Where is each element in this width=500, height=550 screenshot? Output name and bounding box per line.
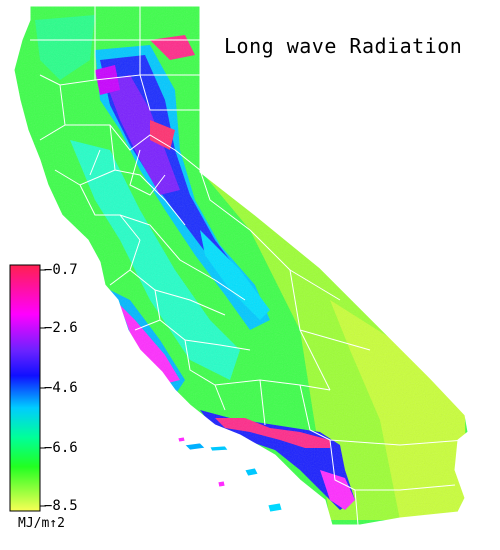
channel-islands bbox=[177, 436, 283, 513]
legend-colorbar bbox=[9, 264, 41, 512]
map-title: Long wave Radiation bbox=[224, 34, 463, 58]
legend-ticks bbox=[40, 269, 46, 507]
county-boundaries bbox=[13, 5, 469, 526]
